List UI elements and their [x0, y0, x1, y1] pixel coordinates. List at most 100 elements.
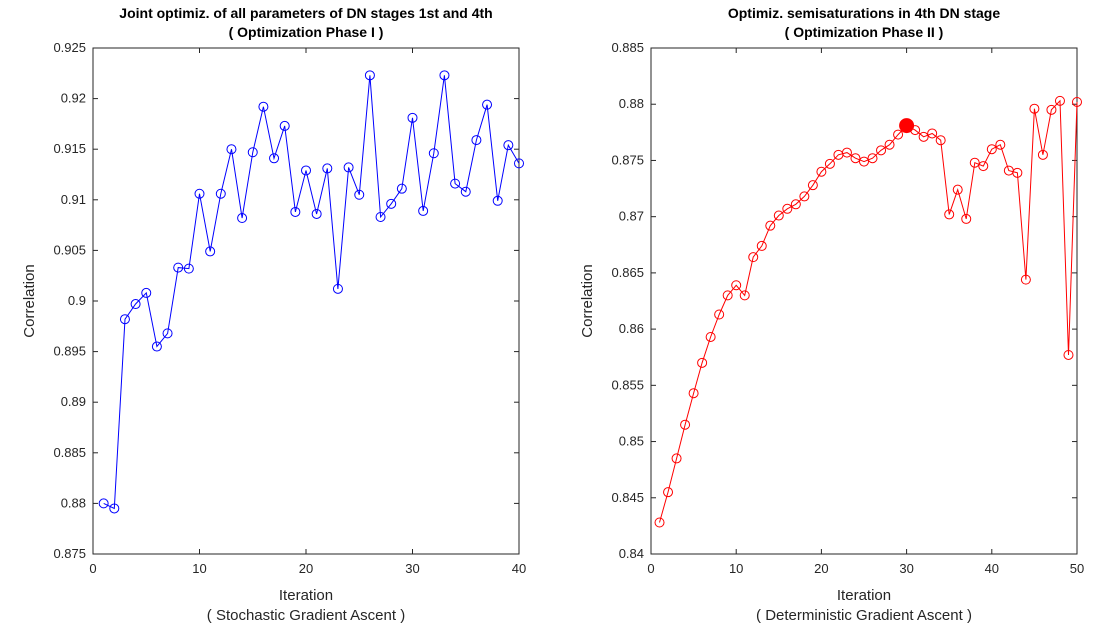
- x-tick-label: 0: [647, 561, 654, 576]
- y-tick-label: 0.905: [53, 242, 86, 257]
- data-point: [1046, 104, 1057, 115]
- tick-layer: 0 10 20 30 40 0.875 0.88 0.885 0.89 0.895 0.9 0.905…: [53, 40, 526, 576]
- data-point: [1037, 149, 1048, 160]
- x-tick-label: 50: [1070, 561, 1084, 576]
- data-point: [418, 205, 429, 216]
- chart-title: Joint optimiz. of all parameters of DN s…: [119, 5, 492, 21]
- data-point: [439, 70, 450, 81]
- x-axis-sublabel: ( Stochastic Gradient Ascent ): [207, 607, 405, 624]
- chart-phase-1: Joint optimiz. of all parameters of DN s…: [21, 5, 526, 624]
- data-point: [952, 184, 963, 195]
- x-tick-label: 40: [985, 561, 999, 576]
- chart-phase-2: Optimiz. semisaturations in 4th DN stage…: [579, 5, 1084, 624]
- data-point: [961, 213, 972, 224]
- y-tick-label: 0.875: [611, 152, 644, 167]
- y-tick-label: 0.86: [619, 321, 644, 336]
- y-tick-label: 0.91: [61, 192, 86, 207]
- data-point: [944, 209, 955, 220]
- data-point: [194, 188, 205, 199]
- y-tick-label: 0.88: [61, 495, 86, 510]
- data-point: [279, 120, 290, 131]
- y-tick-label: 0.87: [619, 209, 644, 224]
- axes-box: [92, 47, 520, 555]
- data-point: [450, 178, 461, 189]
- data-point: [290, 206, 301, 217]
- data-point: [859, 156, 869, 167]
- data-point: [98, 498, 109, 509]
- data-point: [697, 357, 708, 368]
- data-point: [407, 112, 418, 123]
- x-axis-sublabel: ( Deterministic Gradient Ascent ): [756, 607, 972, 624]
- data-point: [354, 189, 365, 200]
- data-point: [396, 183, 407, 194]
- data-point: [790, 199, 801, 210]
- highlight-point: [899, 118, 915, 134]
- data-point: [119, 314, 130, 325]
- data-point: [322, 163, 333, 174]
- data-point: [162, 328, 173, 339]
- data-point: [364, 70, 375, 81]
- y-tick-label: 0.865: [611, 265, 644, 280]
- data-point: [799, 191, 810, 202]
- data-point: [215, 188, 226, 199]
- data-point: [816, 166, 827, 177]
- y-tick-label: 0.885: [53, 445, 86, 460]
- data-point: [1020, 274, 1031, 285]
- x-tick-label: 20: [814, 561, 828, 576]
- data-point: [386, 198, 397, 209]
- data-point: [680, 419, 691, 430]
- y-tick-label: 0.845: [611, 490, 644, 505]
- chart-subtitle: ( Optimization Phase I ): [229, 24, 384, 40]
- data-point: [226, 144, 237, 155]
- y-tick-label: 0.855: [611, 377, 644, 392]
- data-point: [756, 240, 767, 251]
- data-point: [978, 161, 989, 172]
- x-tick-label: 0: [89, 561, 96, 576]
- data-point: [841, 147, 852, 158]
- tick-layer: 0 10 20 30 40 50 0.84 0.845 0.85 0.855 0.86 0.865 0.…: [611, 40, 1084, 576]
- data-point: [1012, 167, 1023, 178]
- data-point: [237, 213, 248, 224]
- y-tick-label: 0.895: [53, 344, 86, 359]
- data-point: [1054, 95, 1065, 106]
- x-tick-label: 40: [512, 561, 526, 576]
- data-point: [850, 153, 861, 164]
- data-point: [343, 162, 354, 173]
- data-point: [514, 158, 524, 169]
- data-point: [375, 212, 386, 223]
- data-point: [748, 252, 759, 263]
- data-point: [247, 147, 258, 158]
- data-point: [739, 290, 750, 301]
- x-tick-label: 20: [299, 561, 313, 576]
- data-point: [492, 195, 503, 206]
- data-point: [151, 341, 162, 352]
- data-point: [301, 165, 311, 176]
- data-point: [654, 517, 665, 528]
- x-tick-label: 30: [405, 561, 419, 576]
- data-point: [867, 153, 878, 164]
- data-point: [714, 309, 725, 320]
- data-point: [141, 287, 152, 298]
- data-point: [935, 135, 946, 146]
- data-point: [1063, 349, 1074, 360]
- data-point: [688, 388, 699, 399]
- data-point: [205, 246, 216, 257]
- data-point: [1029, 103, 1040, 114]
- data-point: [807, 180, 818, 191]
- x-axis-label: Iteration: [279, 587, 333, 604]
- data-point: [995, 139, 1006, 150]
- data-point: [503, 140, 514, 151]
- data-point: [109, 503, 120, 514]
- data-point: [705, 331, 716, 342]
- y-tick-label: 0.88: [619, 96, 644, 111]
- data-point: [311, 208, 322, 219]
- data-point: [927, 128, 938, 139]
- x-tick-label: 10: [729, 561, 743, 576]
- data-point: [1072, 96, 1082, 107]
- y-tick-label: 0.915: [53, 141, 86, 156]
- data-point: [773, 210, 784, 221]
- y-tick-label: 0.89: [61, 394, 86, 409]
- data-point: [183, 263, 194, 274]
- data-point: [482, 99, 493, 110]
